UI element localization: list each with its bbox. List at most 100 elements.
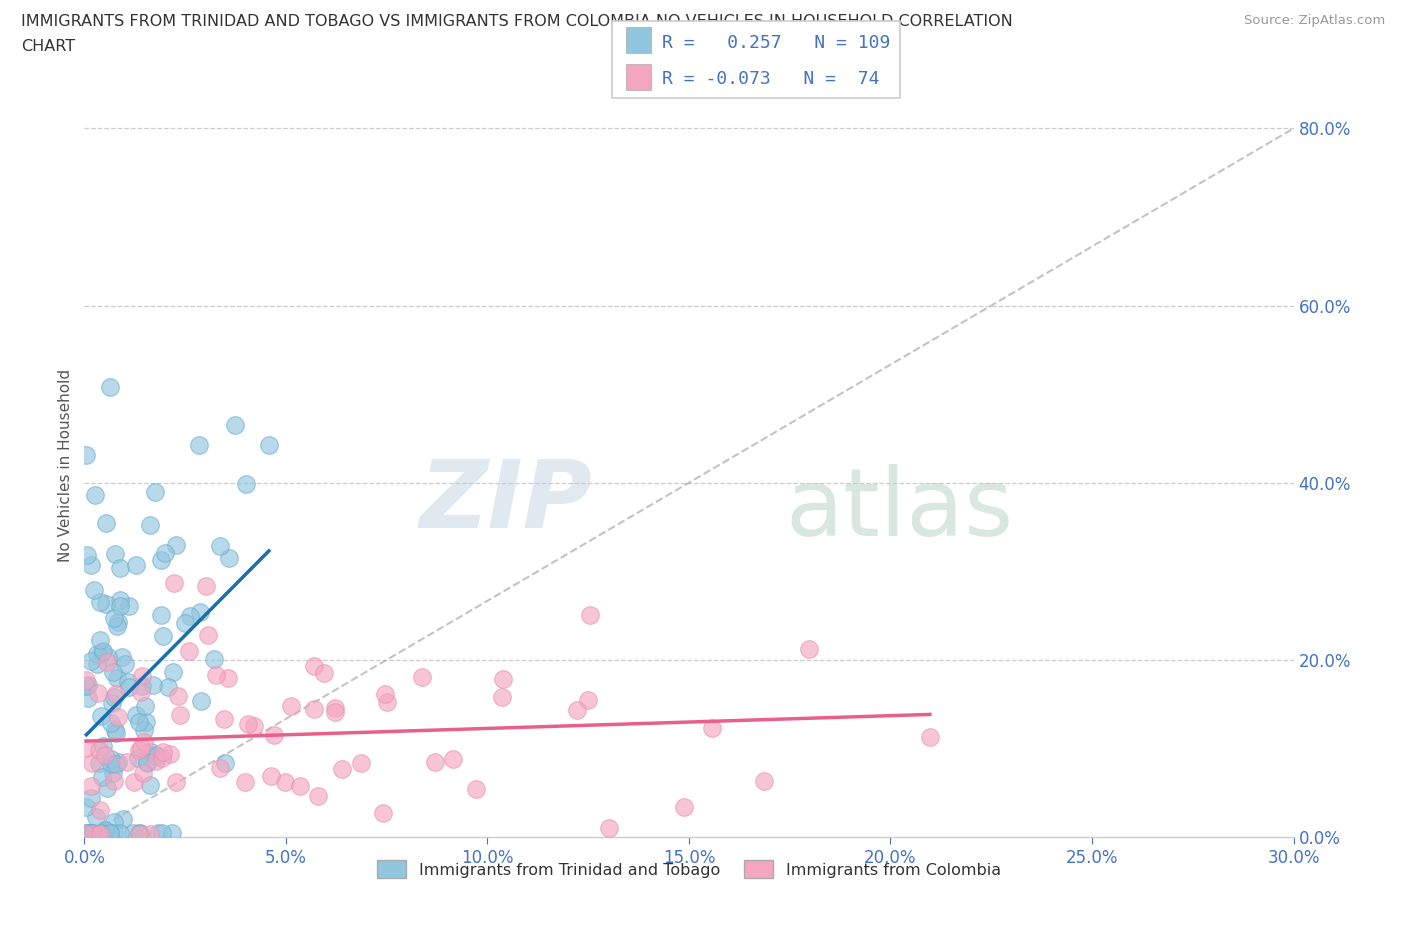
Point [89,827,111,842]
Point [87,743,110,758]
Point [141,745,163,760]
Point [162,825,184,840]
Point [100,716,122,731]
Point [143,485,166,499]
Point [302,702,325,717]
Point [117,674,139,689]
Point [135,714,157,729]
Point [91,770,114,785]
Point [377,694,399,709]
Point [76,691,98,706]
Point [441,752,464,767]
Point [84,488,107,503]
Point [197,628,219,643]
Point [260,769,283,784]
Point [101,665,124,680]
Point [89,594,111,609]
Text: Source: ZipAtlas.com: Source: ZipAtlas.com [1244,14,1385,27]
Point [312,666,335,681]
Point [155,546,177,561]
Point [492,671,515,686]
Point [214,756,236,771]
Point [80,778,103,793]
Y-axis label: No Vehicles in Household: No Vehicles in Household [58,368,73,562]
Point [80,790,103,805]
Point [108,593,131,608]
Point [238,717,260,732]
Point [465,782,488,797]
Point [80,654,103,669]
Point [75,800,97,815]
Point [673,800,696,815]
Point [205,668,228,683]
Point [132,735,155,750]
Point [799,642,821,657]
Point [86,827,108,842]
Point [576,693,599,708]
Point [107,615,129,630]
Point [104,546,127,561]
Point [89,755,111,770]
Point [80,825,103,840]
Point [84,809,107,824]
Point [156,679,179,694]
Point [598,820,620,835]
Point [94,824,117,839]
Point [96,597,118,612]
Point [202,652,225,667]
Point [76,548,98,563]
Text: ZIP: ZIP [419,457,592,548]
Point [152,629,174,644]
Text: IMMIGRANTS FROM TRINIDAD AND TOBAGO VS IMMIGRANTS FROM COLOMBIA NO VEHICLES IN H: IMMIGRANTS FROM TRINIDAD AND TOBAGO VS I… [21,14,1012,29]
Point [159,747,181,762]
Text: R =   0.257   N = 109: R = 0.257 N = 109 [662,33,890,52]
Point [90,825,112,840]
Point [700,720,723,735]
Point [350,756,373,771]
Point [218,551,240,565]
Point [107,710,129,724]
Point [100,756,122,771]
Point [131,669,153,684]
Point [273,775,295,790]
Point [139,518,162,533]
Point [94,748,117,763]
Point [96,649,118,664]
Point [111,650,134,665]
Point [100,751,122,766]
Point [103,814,125,829]
Point [114,657,136,671]
Point [96,781,118,796]
Legend: Immigrants from Trinidad and Tobago, Immigrants from Colombia: Immigrants from Trinidad and Tobago, Imm… [371,854,1007,884]
Point [103,825,125,840]
Point [93,823,115,838]
Point [86,657,108,671]
Point [110,598,132,613]
Point [122,825,145,840]
Point [98,379,121,394]
Point [111,812,134,827]
Point [77,825,100,840]
Point [142,677,165,692]
Point [150,552,173,567]
Point [323,704,346,719]
Point [150,751,173,766]
Point [491,689,513,704]
Point [115,754,138,769]
Point [146,749,169,764]
Point [108,825,131,840]
Point [103,610,125,625]
Point [165,538,187,552]
Point [104,756,127,771]
Point [330,761,353,776]
Point [263,727,285,742]
Point [134,723,156,737]
Point [127,751,149,765]
Point [145,754,167,769]
Point [94,516,117,531]
Point [91,739,114,754]
Point [136,754,159,769]
Point [103,774,125,789]
Point [75,827,97,842]
Point [209,761,232,776]
